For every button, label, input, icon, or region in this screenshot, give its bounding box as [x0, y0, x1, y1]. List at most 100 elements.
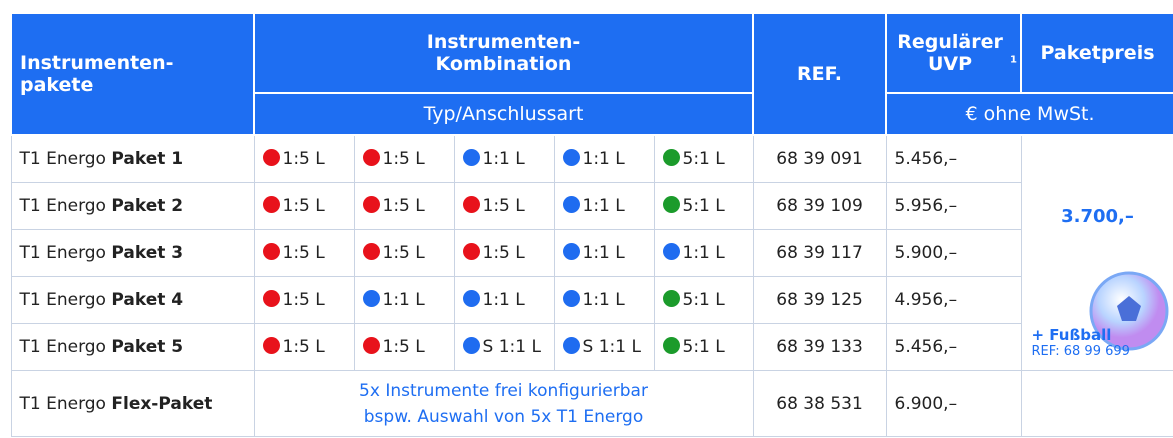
item-cell: 1:1 L [554, 183, 654, 230]
dot [263, 149, 280, 166]
ref-cell: 68 39 117 [753, 230, 886, 277]
dot [363, 149, 380, 166]
table-row: T1 Energo Flex-Paket 5x Instrumente frei … [11, 371, 1173, 437]
name-bold: Paket 4 [111, 290, 183, 310]
bonus-ref: REF: 68 99 699 [1032, 344, 1130, 359]
item-label: 1:5 L [283, 337, 325, 357]
item-cell: 1:5 L [354, 324, 454, 371]
name-bold: Paket 2 [111, 196, 183, 216]
item-label: 5:1 L [683, 149, 725, 169]
ref-cell: 68 39 109 [753, 183, 886, 230]
item-label: 5:1 L [683, 337, 725, 357]
header-cell: REF. [753, 13, 886, 135]
item-label: 5:1 L [683, 196, 725, 216]
dot [463, 290, 480, 307]
item-cell: 1:1 L [554, 230, 654, 277]
dot [363, 337, 380, 354]
item-cell: 5:1 L [654, 183, 753, 230]
item-label: S 1:1 L [583, 337, 641, 357]
item-cell: 1:1 L [354, 277, 454, 324]
name-prefix: T1 Energo [20, 337, 106, 357]
dot [463, 243, 480, 260]
uvp-cell: 6.900,– [886, 371, 1021, 437]
item-label: S 1:1 L [483, 337, 541, 357]
dot [563, 243, 580, 260]
item-cell: 5:1 L [654, 135, 753, 183]
item-label: 1:5 L [283, 290, 325, 310]
flex-line: 5x Instrumente frei konfigurierbar [255, 378, 753, 404]
name-prefix: T1 Energo [20, 243, 106, 263]
item-cell: 1:5 L [454, 230, 554, 277]
uvp: 5.456,– [895, 337, 958, 357]
uvp-cell: 5.456,– [886, 324, 1021, 371]
name-bold: Paket 3 [111, 243, 183, 263]
package-table: Instrumenten-pakete Instrumenten-Kombina… [10, 12, 1173, 437]
dot [263, 196, 280, 213]
item-label: 1:5 L [283, 196, 325, 216]
ref: 68 39 091 [776, 149, 863, 169]
name-cell: T1 Energo Paket 3 [11, 230, 254, 277]
dot [563, 196, 580, 213]
header-text: Paketpreis [1041, 42, 1155, 64]
item-label: 1:1 L [583, 196, 625, 216]
dot [463, 196, 480, 213]
table-row: T1 Energo Paket 41:5 L1:1 L1:1 L1:1 L5:1… [11, 277, 1173, 324]
item-cell: 1:1 L [454, 277, 554, 324]
item-cell: 1:1 L [554, 277, 654, 324]
name-cell: T1 Energo Paket 1 [11, 135, 254, 183]
item-label: 1:5 L [383, 196, 425, 216]
item-cell: 1:5 L [254, 324, 354, 371]
header-text: Instrumenten-pakete [20, 52, 210, 96]
header-text: € ohne MwSt. [965, 103, 1094, 125]
header-cell: € ohne MwSt. [886, 93, 1173, 135]
item-label: 1:1 L [483, 290, 525, 310]
uvp-cell: 5.956,– [886, 183, 1021, 230]
package-price: 3.700,– [1061, 206, 1134, 227]
dot [563, 149, 580, 166]
header-text: REF. [797, 63, 842, 85]
item-label: 1:5 L [483, 196, 525, 216]
item-label: 1:5 L [383, 337, 425, 357]
name-prefix: T1 Energo [20, 394, 106, 414]
item-cell: 5:1 L [654, 277, 753, 324]
ref-cell: 68 39 133 [753, 324, 886, 371]
header-cell: Instrumenten-Kombination [254, 13, 753, 93]
table-row: T1 Energo Paket 2 1:5 L 1:5 L 1:5 L 1:1 L 5:1… [11, 183, 1173, 230]
uvp: 5.956,– [895, 196, 958, 216]
item-cell: S 1:1 L [454, 324, 554, 371]
name-prefix: T1 Energo [20, 196, 106, 216]
item-label: 1:5 L [283, 149, 325, 169]
ref: 68 39 125 [776, 290, 863, 310]
item-cell: 1:5 L [254, 277, 354, 324]
page: Instrumenten-pakete Instrumenten-Kombina… [0, 0, 1173, 438]
dot [563, 290, 580, 307]
uvp: 5.456,– [895, 149, 958, 169]
item-cell: 1:5 L [354, 135, 454, 183]
ref-cell: 68 38 531 [753, 371, 886, 437]
item-label: 1:1 L [583, 290, 625, 310]
dot [463, 337, 480, 354]
bonus-label: + Fußball [1032, 326, 1130, 344]
ref: 68 39 133 [776, 337, 863, 357]
name-cell: T1 Energo Paket 5 [11, 324, 254, 371]
flex-line: bspw. Auswahl von 5x T1 Energo [255, 404, 753, 430]
ref-cell: 68 39 091 [753, 135, 886, 183]
item-cell: 1:5 L [354, 183, 454, 230]
empty-cell [1021, 371, 1173, 437]
uvp: 4.956,– [895, 290, 958, 310]
item-cell: 1:5 L [254, 183, 354, 230]
dot [363, 243, 380, 260]
ref: 68 39 109 [776, 196, 863, 216]
uvp: 5.900,– [895, 243, 958, 263]
dot [363, 196, 380, 213]
ref: 68 39 117 [776, 243, 863, 263]
name-bold: Flex-Paket [111, 394, 212, 414]
dot [263, 243, 280, 260]
dot [363, 290, 380, 307]
uvp: 6.900,– [895, 394, 958, 414]
